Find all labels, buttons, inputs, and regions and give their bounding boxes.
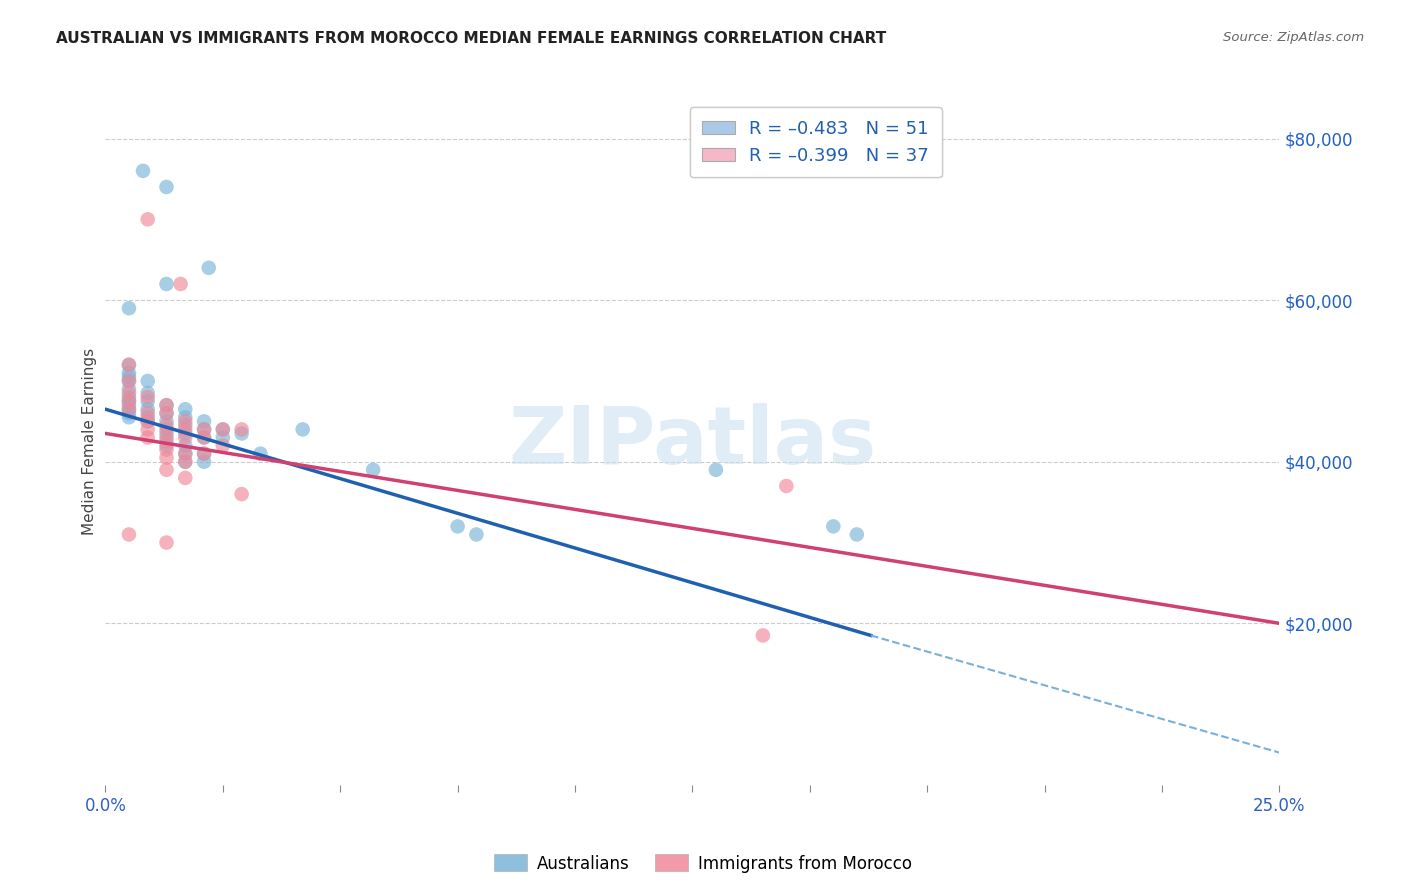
Point xyxy=(136,402,159,417)
Text: AUSTRALIAN VS IMMIGRANTS FROM MOROCCO MEDIAN FEMALE EARNINGS CORRELATION CHART: AUSTRALIAN VS IMMIGRANTS FROM MOROCCO ME… xyxy=(56,31,887,46)
Point xyxy=(118,398,141,412)
Point xyxy=(136,414,159,428)
Point xyxy=(155,535,177,549)
Point xyxy=(155,418,177,433)
Point xyxy=(155,426,177,441)
Point xyxy=(155,277,177,291)
Point xyxy=(465,527,488,541)
Point xyxy=(155,434,177,449)
Point xyxy=(118,394,141,409)
Point xyxy=(845,527,868,541)
Point xyxy=(174,418,197,433)
Point xyxy=(136,394,159,409)
Point xyxy=(155,430,177,444)
Point xyxy=(155,414,177,428)
Point xyxy=(211,422,233,436)
Point xyxy=(118,386,141,401)
Point xyxy=(174,426,197,441)
Point xyxy=(193,447,215,461)
Point xyxy=(155,180,177,194)
Point xyxy=(174,414,197,428)
Point xyxy=(118,402,141,417)
Point xyxy=(174,455,197,469)
Point xyxy=(231,487,253,501)
Legend: R = –0.483   N = 51, R = –0.399   N = 37: R = –0.483 N = 51, R = –0.399 N = 37 xyxy=(690,107,942,178)
Point xyxy=(249,447,271,461)
Point xyxy=(193,430,215,444)
Point xyxy=(136,374,159,388)
Y-axis label: Median Female Earnings: Median Female Earnings xyxy=(82,348,97,535)
Point xyxy=(211,422,233,436)
Point xyxy=(775,479,797,493)
Point xyxy=(446,519,468,533)
Point xyxy=(174,439,197,453)
Point xyxy=(231,422,253,436)
Point xyxy=(155,450,177,465)
Point xyxy=(136,390,159,404)
Point xyxy=(155,398,177,412)
Point xyxy=(132,164,155,178)
Point xyxy=(118,374,141,388)
Point xyxy=(752,628,775,642)
Point xyxy=(118,374,141,388)
Point xyxy=(174,430,197,444)
Point xyxy=(155,422,177,436)
Point xyxy=(136,430,159,444)
Point xyxy=(174,422,197,436)
Text: ZIPatlas: ZIPatlas xyxy=(509,402,876,481)
Point xyxy=(174,455,197,469)
Point xyxy=(118,382,141,396)
Point xyxy=(136,212,159,227)
Point xyxy=(136,406,159,420)
Point xyxy=(174,447,197,461)
Point xyxy=(231,426,253,441)
Point xyxy=(118,358,141,372)
Point xyxy=(174,471,197,485)
Point xyxy=(193,414,215,428)
Point xyxy=(193,422,215,436)
Point xyxy=(193,447,215,461)
Point xyxy=(211,430,233,444)
Point xyxy=(118,406,141,420)
Point xyxy=(118,370,141,384)
Point xyxy=(155,406,177,420)
Point xyxy=(155,442,177,457)
Point xyxy=(136,386,159,401)
Point xyxy=(169,277,191,291)
Point xyxy=(193,422,215,436)
Point xyxy=(136,414,159,428)
Point xyxy=(174,447,197,461)
Text: Source: ZipAtlas.com: Source: ZipAtlas.com xyxy=(1223,31,1364,45)
Point xyxy=(193,430,215,444)
Point xyxy=(118,394,141,409)
Point xyxy=(193,455,215,469)
Point xyxy=(155,463,177,477)
Point xyxy=(118,301,141,316)
Point xyxy=(118,402,141,417)
Point xyxy=(155,439,177,453)
Point xyxy=(823,519,845,533)
Point xyxy=(155,398,177,412)
Point xyxy=(211,439,233,453)
Point xyxy=(704,463,727,477)
Point xyxy=(291,422,314,436)
Point xyxy=(174,402,197,417)
Point xyxy=(155,406,177,420)
Point xyxy=(118,410,141,425)
Point xyxy=(174,410,197,425)
Point xyxy=(118,390,141,404)
Point xyxy=(197,260,219,275)
Point xyxy=(118,358,141,372)
Point xyxy=(136,410,159,425)
Legend: Australians, Immigrants from Morocco: Australians, Immigrants from Morocco xyxy=(486,847,920,880)
Point xyxy=(136,422,159,436)
Point xyxy=(361,463,384,477)
Point xyxy=(118,366,141,380)
Point xyxy=(118,527,141,541)
